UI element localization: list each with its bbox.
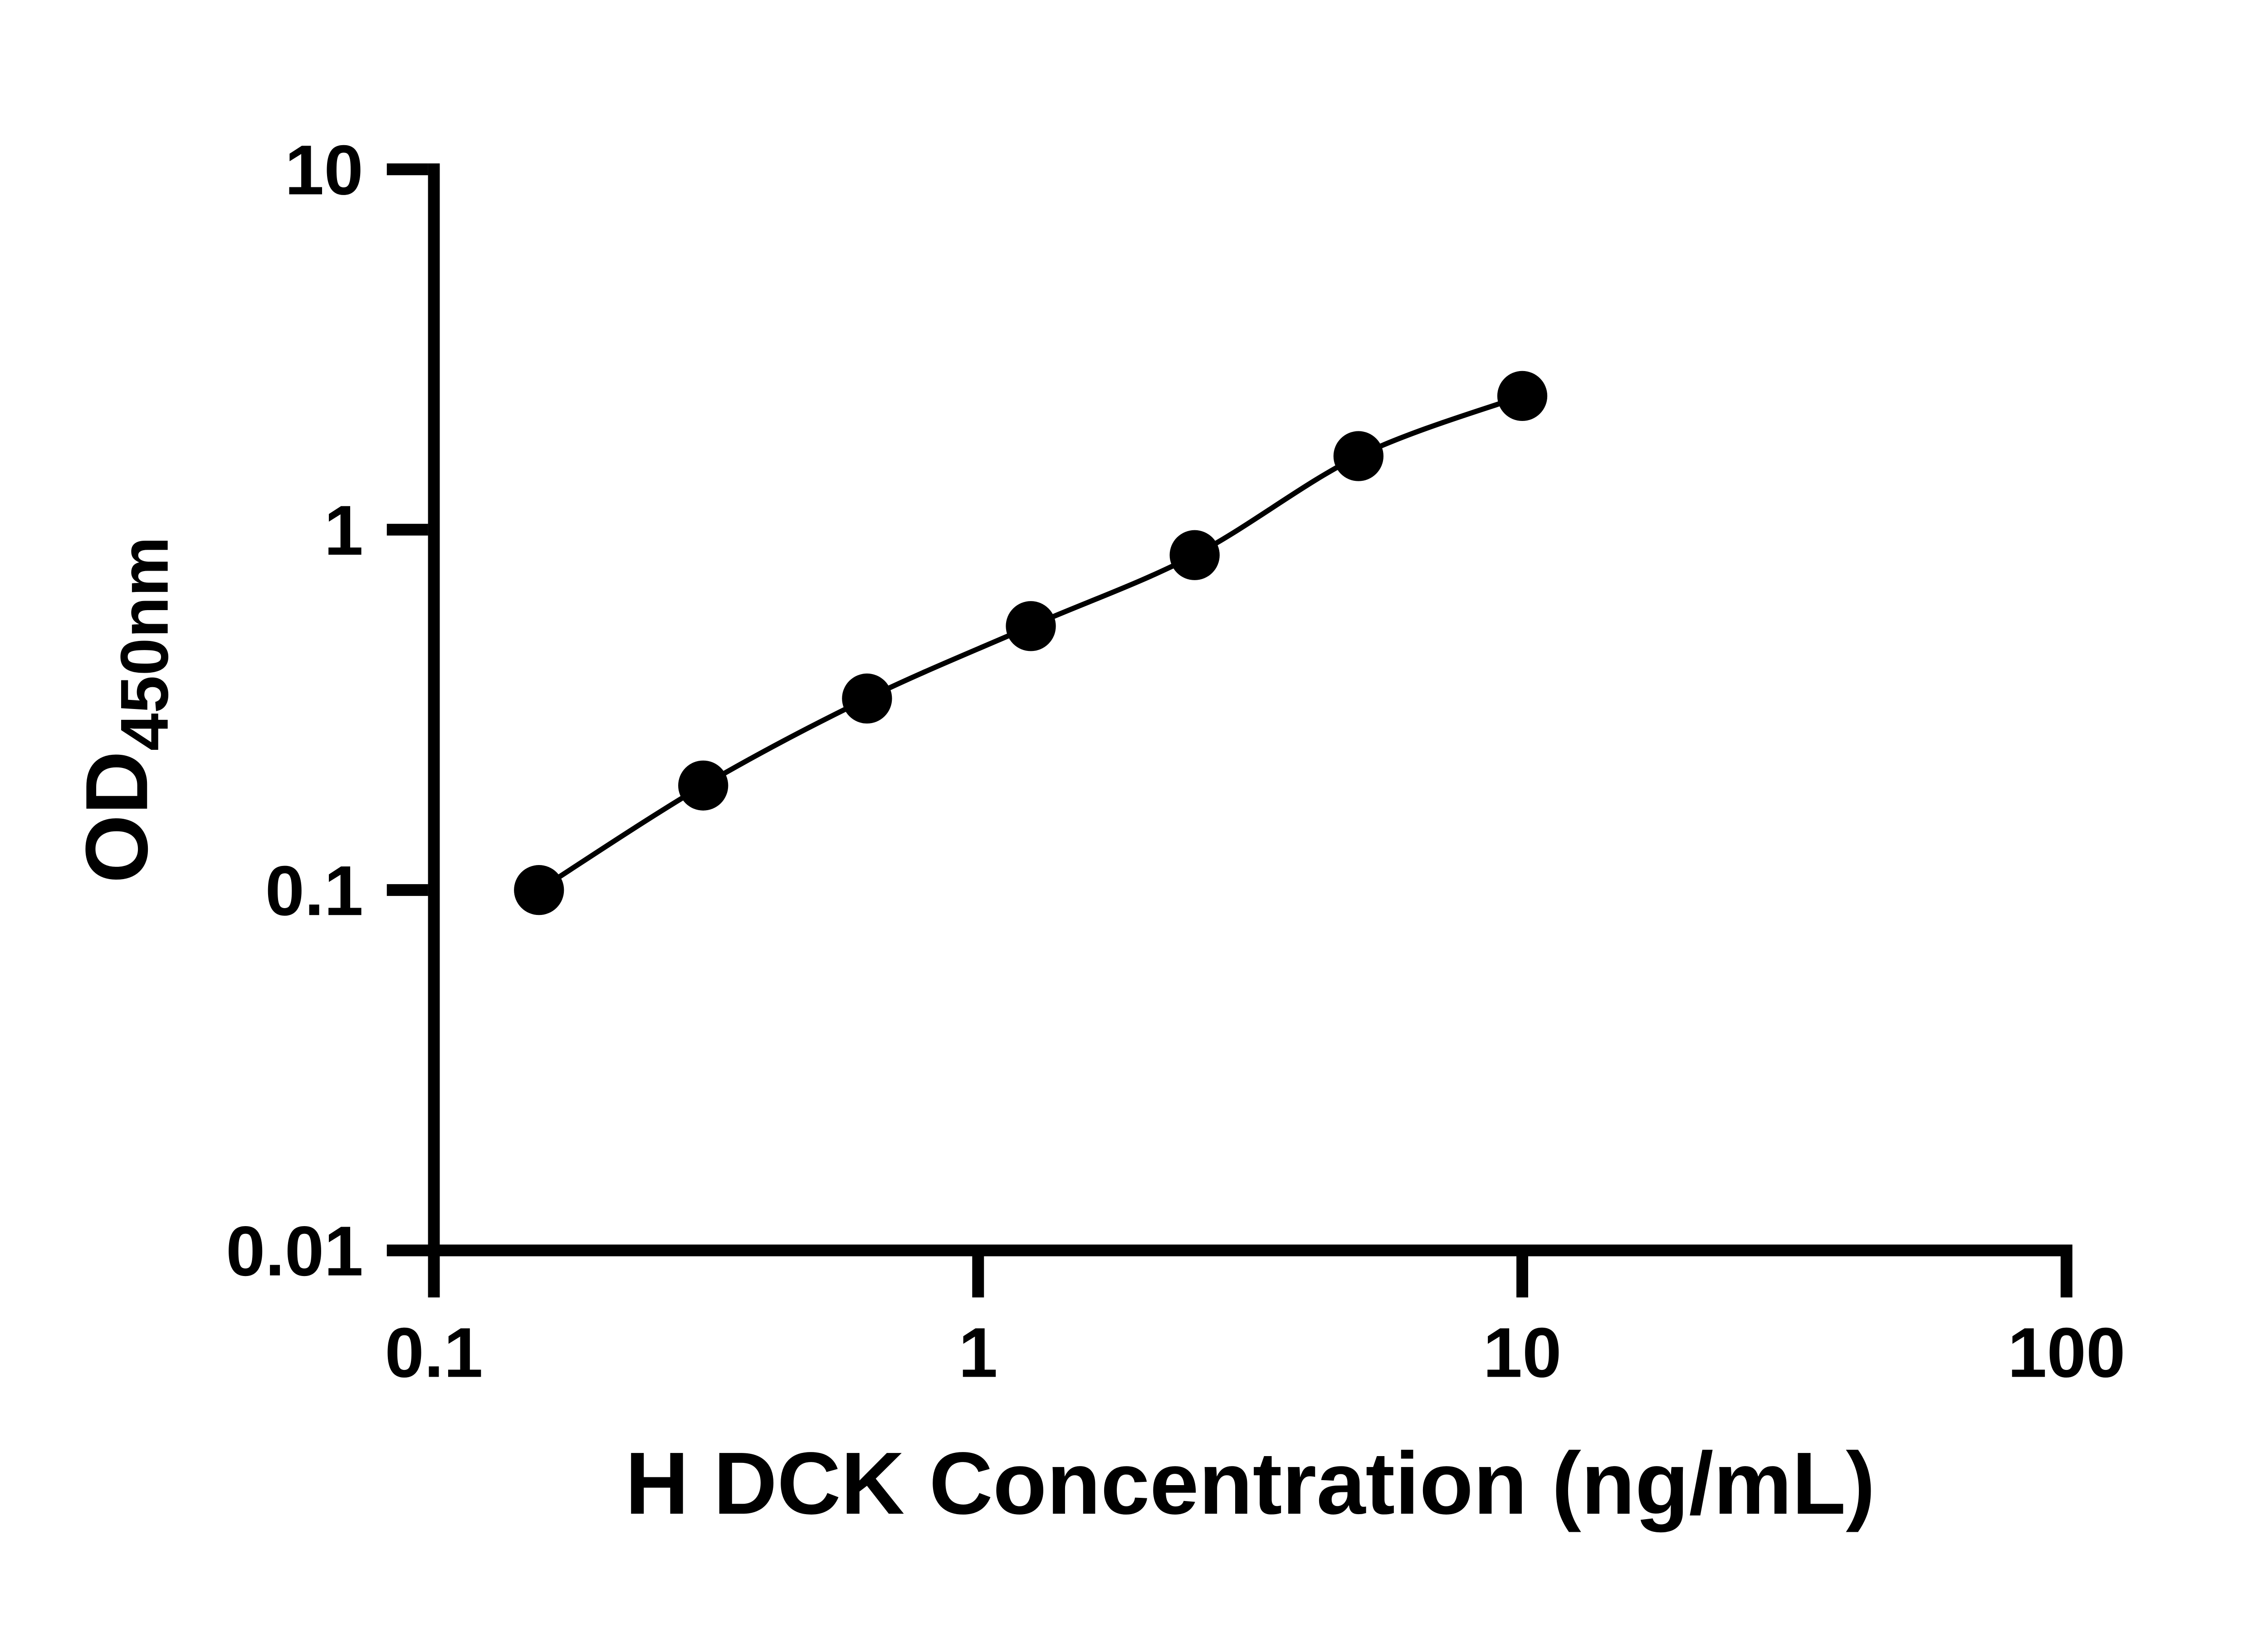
- y-tick-label: 0.01: [226, 1212, 363, 1291]
- x-tick-label: 10: [1483, 1313, 1561, 1392]
- x-tick-label: 0.1: [385, 1313, 483, 1392]
- x-tick-label: 100: [2008, 1313, 2126, 1392]
- x-axis-title: H DCK Concentration (ng/mL): [625, 1434, 1875, 1533]
- data-point-marker: [1169, 530, 1220, 580]
- y-axis-title: OD450nm: [68, 537, 182, 883]
- data-point-marker: [1497, 371, 1548, 421]
- data-point-marker: [1006, 601, 1056, 651]
- data-point-marker: [842, 673, 892, 724]
- x-tick-label: 1: [958, 1313, 998, 1392]
- y-tick-label: 10: [285, 130, 363, 209]
- data-point-marker: [514, 865, 564, 915]
- y-tick-label: 0.1: [265, 851, 363, 930]
- y-tick-label: 1: [324, 491, 363, 570]
- data-point-marker: [1333, 431, 1383, 481]
- data-point-marker: [678, 760, 728, 811]
